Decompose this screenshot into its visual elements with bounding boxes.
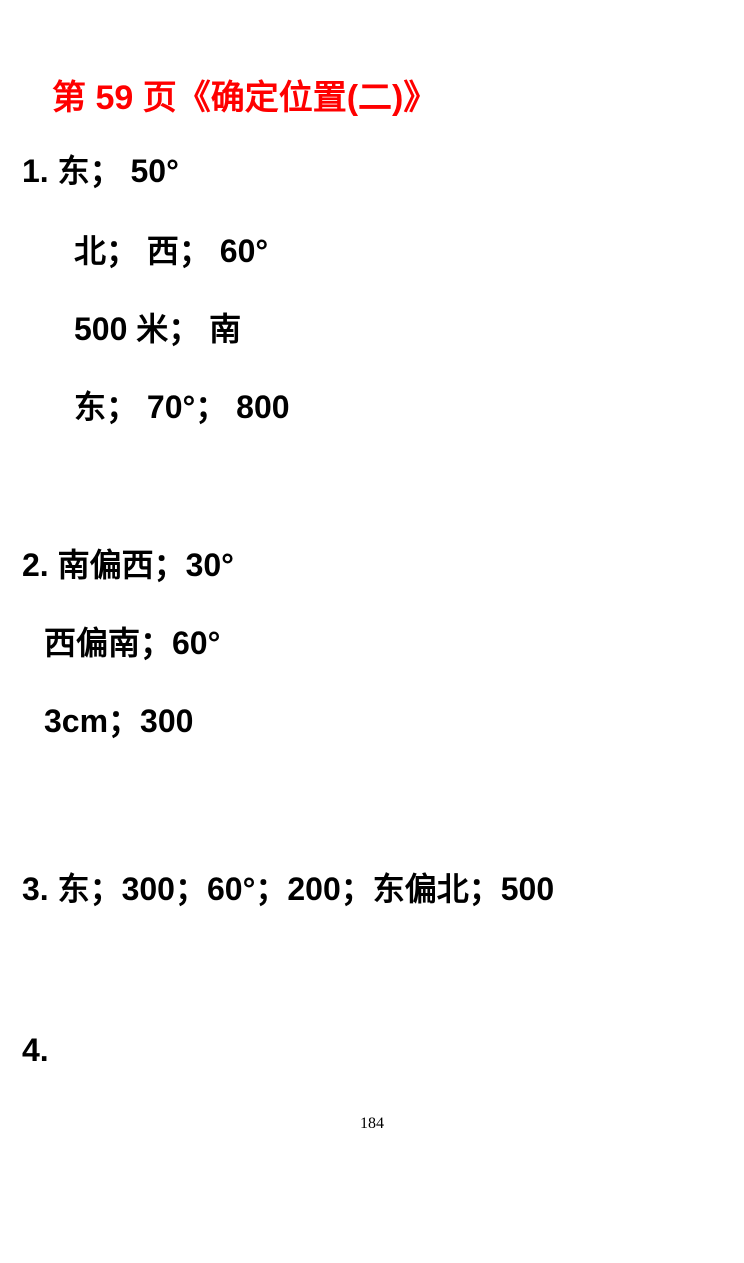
answer-item-1-line-3: 500 米； 南 [74, 304, 744, 350]
answer-item-1-line-4: 东； 70°； 800 [74, 382, 744, 428]
answer-item-3: 3. 东；300；60°；200；东偏北；500 [22, 864, 744, 910]
answer-item-1-line-2: 北； 西； 60° [74, 226, 744, 272]
answer-item-2-line-1: 2. 南偏西；30° [22, 540, 744, 586]
page-number: 184 [0, 1115, 744, 1133]
answer-item-4: 4. [22, 1032, 744, 1069]
answer-item-1-line-1: 1. 东； 50° [22, 149, 744, 194]
answer-item-2-line-3: 3cm；300 [44, 696, 744, 742]
page-title: 第 59 页《确定位置(二)》 [52, 70, 744, 119]
answer-item-2-line-2: 西偏南；60° [44, 618, 744, 664]
